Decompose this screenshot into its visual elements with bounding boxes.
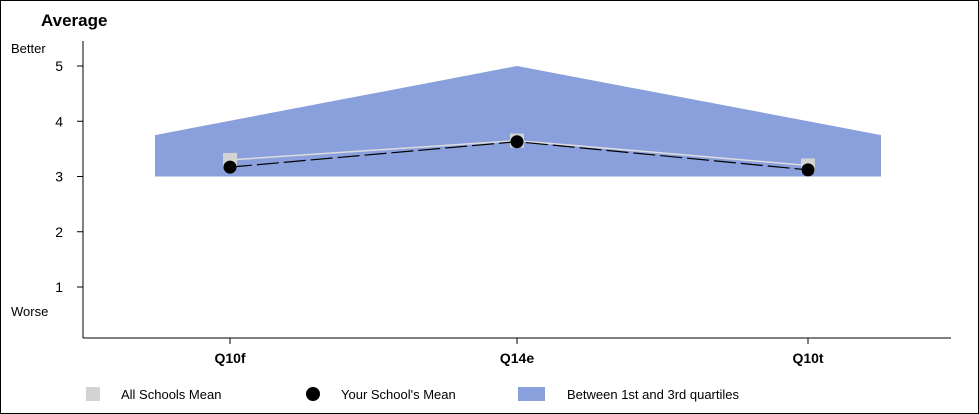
- y-tick-label: 2: [55, 224, 63, 240]
- series-group: [223, 133, 815, 177]
- your-school-marker: [223, 160, 237, 174]
- legend-swatch-your-school: [306, 387, 320, 401]
- x-ticks-group: Q10f Q14e Q10t: [214, 338, 824, 366]
- y-tick-label: 4: [55, 113, 63, 129]
- better-label: Better: [11, 41, 46, 56]
- y-tick-label: 3: [55, 169, 63, 185]
- worse-label: Worse: [11, 304, 48, 319]
- your-school-marker: [510, 135, 524, 149]
- legend-label-quartiles: Between 1st and 3rd quartiles: [567, 387, 739, 402]
- legend-label-your-school: Your School's Mean: [341, 387, 456, 402]
- x-tick-label: Q10f: [214, 350, 245, 366]
- y-tick-label: 1: [55, 279, 63, 295]
- legend-label-all-schools: All Schools Mean: [121, 387, 221, 402]
- legend: All Schools Mean Your School's Mean Betw…: [86, 387, 739, 402]
- x-tick-label: Q14e: [500, 350, 534, 366]
- legend-swatch-quartiles: [518, 387, 545, 401]
- quartile-band-group: [155, 66, 881, 177]
- chart-title: Average: [41, 11, 107, 30]
- y-tick-label: 5: [55, 58, 63, 74]
- quartile-band: [155, 66, 881, 177]
- legend-swatch-all-schools: [86, 387, 100, 401]
- y-ticks-group: 1 2 3 4 5: [55, 58, 83, 295]
- x-tick-label: Q10t: [792, 350, 823, 366]
- your-school-marker: [801, 163, 815, 177]
